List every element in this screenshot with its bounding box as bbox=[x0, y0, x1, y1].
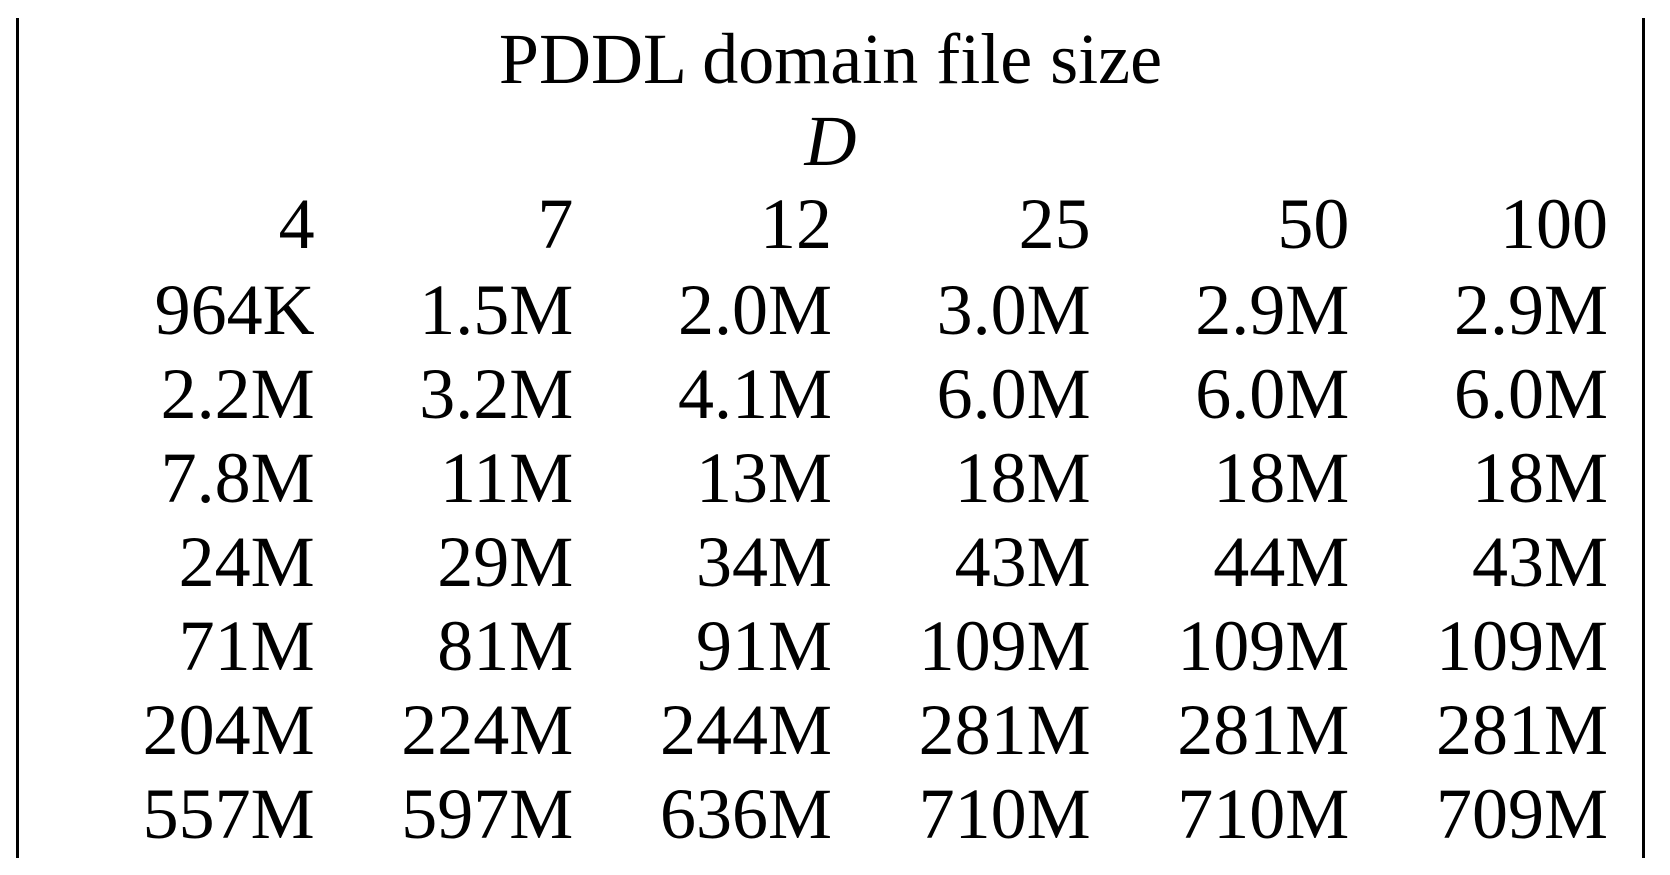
table-cell: 281M bbox=[918, 690, 1091, 770]
column-header: 100 bbox=[1499, 184, 1608, 264]
column-header: 12 bbox=[759, 184, 832, 264]
table-cell: 43M bbox=[954, 522, 1091, 602]
table-cell: 281M bbox=[1177, 690, 1350, 770]
table-cell: 636M bbox=[659, 774, 832, 854]
table-cell: 710M bbox=[918, 774, 1091, 854]
table-title: PDDL domain file size bbox=[498, 19, 1163, 99]
column-header: 50 bbox=[1277, 184, 1350, 264]
table-cell: 2.2M bbox=[160, 354, 315, 434]
table-cell: 13M bbox=[695, 438, 832, 518]
table-cell: 18M bbox=[954, 438, 1091, 518]
table-cell: 3.0M bbox=[936, 270, 1091, 350]
table-cell: 281M bbox=[1435, 690, 1608, 770]
table-cell: 7.8M bbox=[160, 438, 315, 518]
column-header: 7 bbox=[537, 184, 574, 264]
table-cell: 557M bbox=[142, 774, 315, 854]
table-cell: 91M bbox=[695, 606, 832, 686]
table-cell: 109M bbox=[1177, 606, 1350, 686]
table-cell: 964K bbox=[154, 270, 315, 350]
table-cell: 3.2M bbox=[419, 354, 574, 434]
table-cell: 2.9M bbox=[1195, 270, 1350, 350]
table-cell: 2.0M bbox=[677, 270, 832, 350]
table-cell: 29M bbox=[437, 522, 574, 602]
table-cell: 81M bbox=[437, 606, 574, 686]
table-cell: 244M bbox=[659, 690, 832, 770]
table-cell: 4.1M bbox=[677, 354, 832, 434]
table-cell: 6.0M bbox=[1195, 354, 1350, 434]
table-cell: 18M bbox=[1471, 438, 1608, 518]
table-cell: 44M bbox=[1213, 522, 1350, 602]
table-cell: 6.0M bbox=[1453, 354, 1608, 434]
left-vertical-rule bbox=[16, 18, 19, 858]
data-table: 4 7 12 25 50 100 964K 1.5M 2.0M 3.0M 2.9… bbox=[60, 182, 1612, 856]
right-vertical-rule bbox=[1642, 18, 1645, 858]
variable-label: D bbox=[804, 101, 857, 181]
column-header: 25 bbox=[1018, 184, 1091, 264]
column-header: 4 bbox=[278, 184, 315, 264]
table-cell: 109M bbox=[1435, 606, 1608, 686]
table-cell: 597M bbox=[401, 774, 574, 854]
table-cell: 204M bbox=[142, 690, 315, 770]
table-cell: 2.9M bbox=[1453, 270, 1608, 350]
table-cell: 71M bbox=[178, 606, 315, 686]
table-cell: 709M bbox=[1435, 774, 1608, 854]
table-cell: 109M bbox=[918, 606, 1091, 686]
table-cell: 24M bbox=[178, 522, 315, 602]
table-cell: 43M bbox=[1471, 522, 1608, 602]
table-cell: 18M bbox=[1213, 438, 1350, 518]
table-cell: 34M bbox=[695, 522, 832, 602]
table-cell: 710M bbox=[1177, 774, 1350, 854]
table-cell: 11M bbox=[439, 438, 574, 518]
table-cell: 1.5M bbox=[419, 270, 574, 350]
table-cell: 6.0M bbox=[936, 354, 1091, 434]
table-cell: 224M bbox=[401, 690, 574, 770]
